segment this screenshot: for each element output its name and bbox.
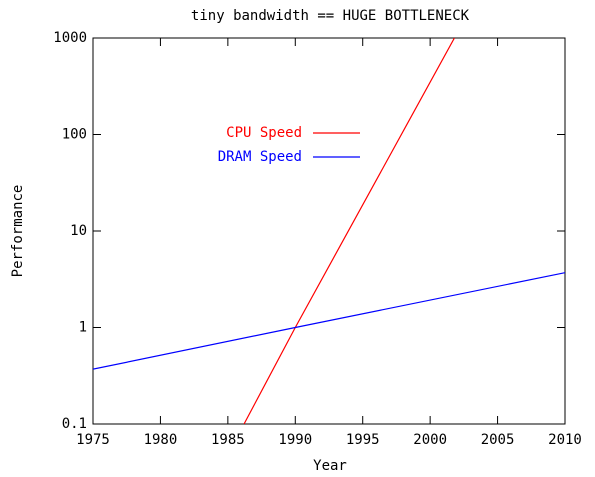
y-tick-label: 1000 bbox=[53, 30, 87, 46]
plot-area bbox=[93, 38, 565, 424]
x-tick-label: 2005 bbox=[481, 432, 515, 448]
x-tick-label: 1975 bbox=[76, 432, 110, 448]
x-tick-label: 1990 bbox=[278, 432, 312, 448]
y-tick-label: 100 bbox=[62, 127, 87, 143]
x-tick-label: 1980 bbox=[144, 432, 178, 448]
x-tick-label: 1985 bbox=[211, 432, 245, 448]
x-tick-label: 2010 bbox=[548, 432, 582, 448]
series-line bbox=[243, 38, 455, 424]
x-tick-label: 2000 bbox=[413, 432, 447, 448]
y-tick-label: 1 bbox=[79, 320, 87, 336]
y-axis-label: Performance bbox=[10, 185, 26, 278]
y-tick-label: 0.1 bbox=[62, 416, 87, 432]
series-line bbox=[93, 272, 565, 370]
x-axis-label: Year bbox=[313, 458, 347, 474]
legend-label: CPU Speed bbox=[226, 125, 302, 141]
chart-title: tiny bandwidth == HUGE BOTTLENECK bbox=[191, 8, 470, 24]
legend-label: DRAM Speed bbox=[218, 149, 302, 165]
x-tick-label: 1995 bbox=[346, 432, 380, 448]
plot-frame bbox=[92, 37, 566, 425]
y-tick-label: 10 bbox=[70, 223, 87, 239]
